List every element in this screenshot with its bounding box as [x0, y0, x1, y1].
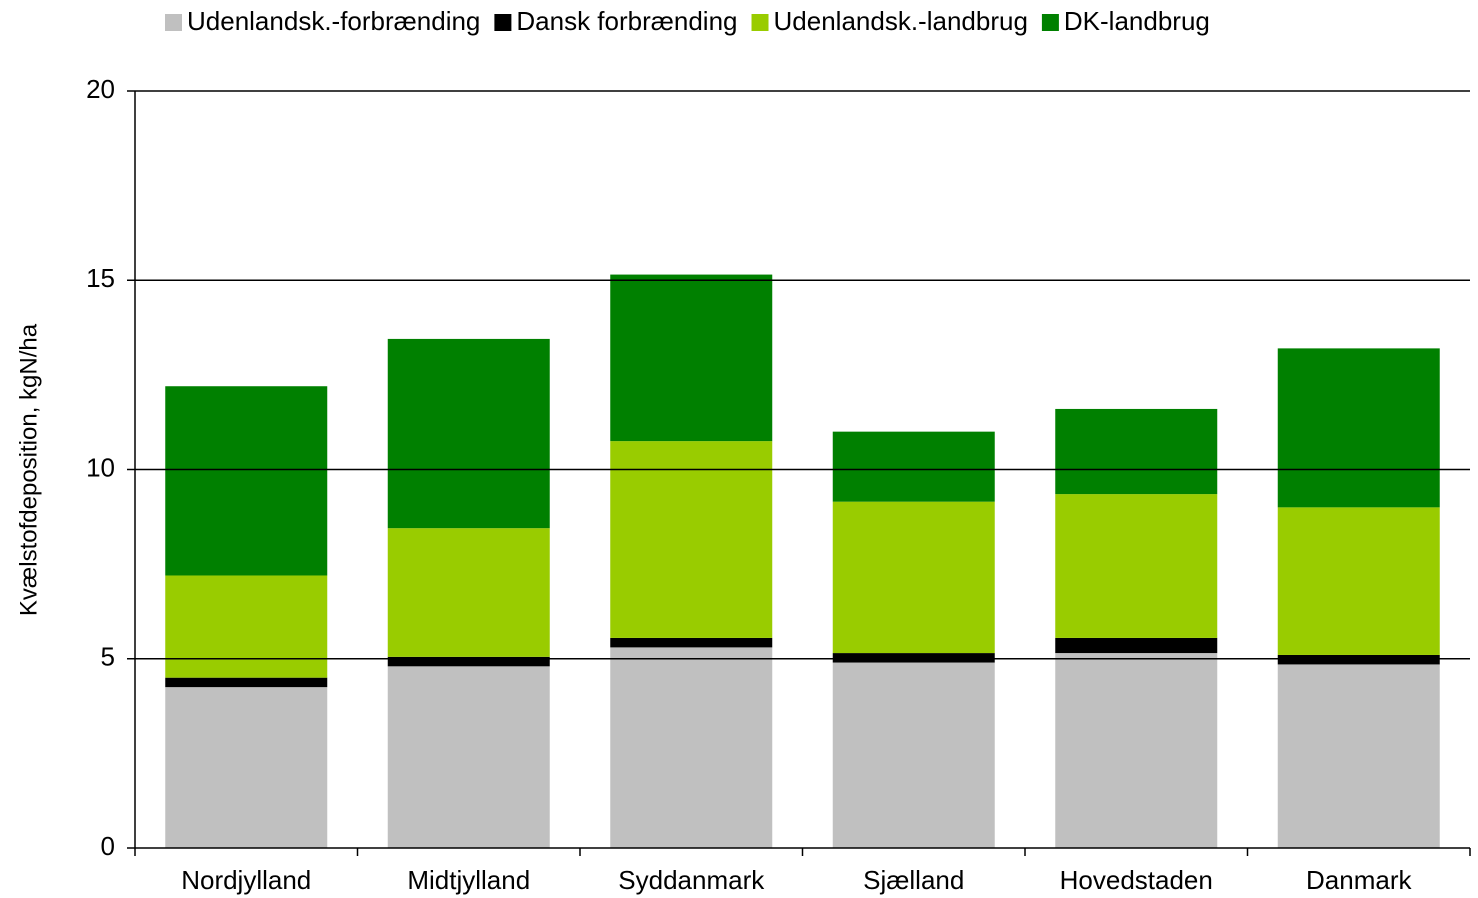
legend-label: Udenlandsk.-forbrænding	[187, 6, 480, 36]
bar-segment	[1277, 507, 1440, 655]
bar-segment	[387, 528, 550, 657]
bar-segment	[387, 338, 550, 529]
legend-swatch	[165, 14, 182, 31]
bar-segment	[165, 386, 328, 576]
bar-segment	[387, 666, 550, 848]
y-tick-label: 10	[86, 452, 115, 482]
bar-segment	[610, 647, 773, 848]
legend-label: DK-landbrug	[1064, 6, 1210, 36]
bar-segment	[1055, 637, 1218, 654]
bar-segment	[610, 637, 773, 648]
x-tick-label: Midtjylland	[407, 865, 530, 895]
bar-segment	[165, 687, 328, 848]
bar-segment	[165, 575, 328, 678]
y-tick-label: 0	[101, 831, 115, 861]
bar-segment	[1055, 408, 1218, 495]
bar-segment	[832, 431, 995, 502]
legend-swatch	[494, 14, 512, 31]
bar-segment	[1277, 654, 1440, 665]
bar-segment	[610, 441, 773, 638]
bar-segment	[1055, 494, 1218, 638]
bar-segment	[165, 677, 328, 688]
bar-segment	[1055, 653, 1218, 848]
bar-segment	[387, 656, 550, 667]
bar-segment	[832, 653, 995, 663]
x-tick-label: Nordjylland	[181, 865, 311, 895]
legend-swatch	[751, 14, 769, 31]
y-axis-label: Kvælstofdeposition, kgN/ha	[15, 323, 42, 616]
bar-segment	[1277, 664, 1440, 848]
bar-segment	[1277, 348, 1440, 508]
x-tick-label: Hovedstaden	[1060, 865, 1213, 895]
y-tick-label: 5	[101, 642, 115, 672]
bar-segment	[832, 662, 995, 848]
x-tick-label: Syddanmark	[618, 865, 765, 895]
legend-swatch	[1041, 14, 1059, 31]
bar-segment	[610, 274, 773, 442]
bar-segment	[832, 501, 995, 654]
y-tick-label: 20	[86, 74, 115, 104]
y-tick-label: 15	[86, 263, 115, 293]
legend-label: Dansk forbrænding	[516, 6, 737, 36]
x-tick-label: Danmark	[1306, 865, 1412, 895]
legend-label: Udenlandsk.-landbrug	[774, 6, 1028, 36]
x-tick-label: Sjælland	[863, 865, 964, 895]
